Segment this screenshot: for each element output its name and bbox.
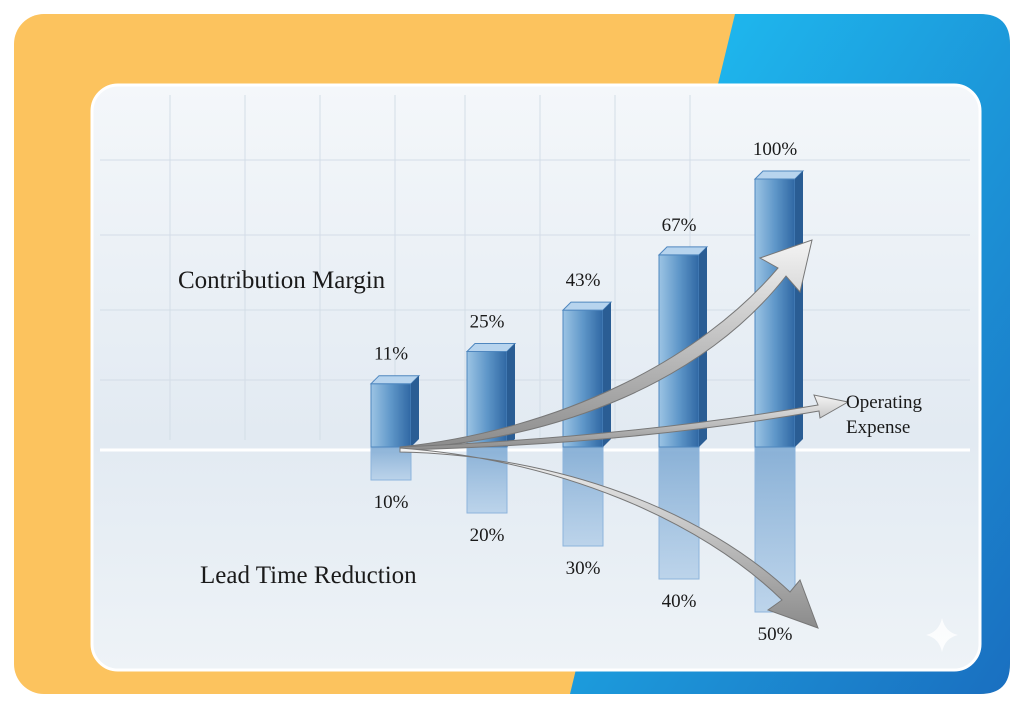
bar-side — [795, 171, 803, 447]
annotation: Operating Expense — [846, 392, 922, 438]
value-label: 10% — [374, 492, 409, 513]
series-label: Lead Time Reduction — [200, 562, 417, 589]
value-label: 20% — [470, 525, 505, 546]
value-label: 30% — [566, 558, 601, 579]
bar — [754, 178, 796, 448]
bar — [370, 383, 412, 448]
arrow-down — [399, 447, 819, 629]
arrow-mid — [399, 394, 850, 451]
value-label: 100% — [753, 139, 798, 160]
bar-top — [561, 301, 613, 311]
bar-side — [411, 375, 419, 447]
bar-side — [507, 343, 515, 447]
bars: 10% 20% 30% 40% 50% 11% 25% 43% 67% 100% — [369, 139, 805, 645]
arrow-up — [399, 239, 813, 450]
sparkle-icon — [926, 618, 958, 652]
value-label: 67% — [662, 215, 697, 236]
bar-top — [369, 375, 421, 385]
backdrop-grid — [100, 95, 970, 440]
bar — [562, 446, 604, 547]
value-label: 25% — [470, 312, 505, 333]
bar-side — [603, 302, 611, 447]
arrows — [399, 239, 850, 629]
bar-top — [465, 343, 517, 352]
value-label: 50% — [758, 624, 793, 645]
value-label: 40% — [662, 591, 697, 612]
bar — [466, 446, 508, 514]
bar-top — [657, 246, 709, 256]
value-label: 11% — [374, 344, 408, 365]
bar-top — [753, 170, 805, 180]
bar — [562, 309, 604, 448]
series-label: Contribution Margin — [178, 267, 386, 294]
value-label: 43% — [566, 270, 601, 291]
